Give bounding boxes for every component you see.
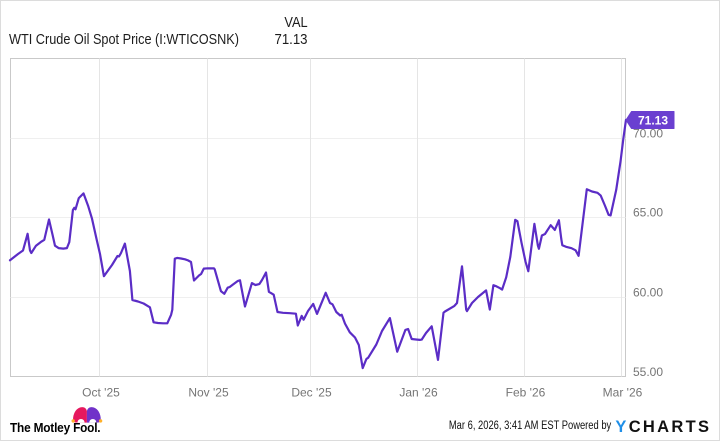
svg-text:70.00: 70.00 (633, 126, 663, 140)
svg-text:Oct '25: Oct '25 (82, 386, 120, 400)
svg-text:Dec '25: Dec '25 (291, 386, 332, 400)
svg-text:55.00: 55.00 (633, 365, 663, 379)
svg-text:71.13: 71.13 (638, 113, 668, 127)
svg-text:Jan '26: Jan '26 (399, 386, 438, 400)
svg-text:65.00: 65.00 (633, 205, 663, 219)
svg-text:Nov '25: Nov '25 (188, 386, 229, 400)
svg-text:Mar '26: Mar '26 (603, 386, 643, 400)
svg-text:Feb '26: Feb '26 (506, 386, 546, 400)
svg-text:60.00: 60.00 (633, 286, 663, 300)
